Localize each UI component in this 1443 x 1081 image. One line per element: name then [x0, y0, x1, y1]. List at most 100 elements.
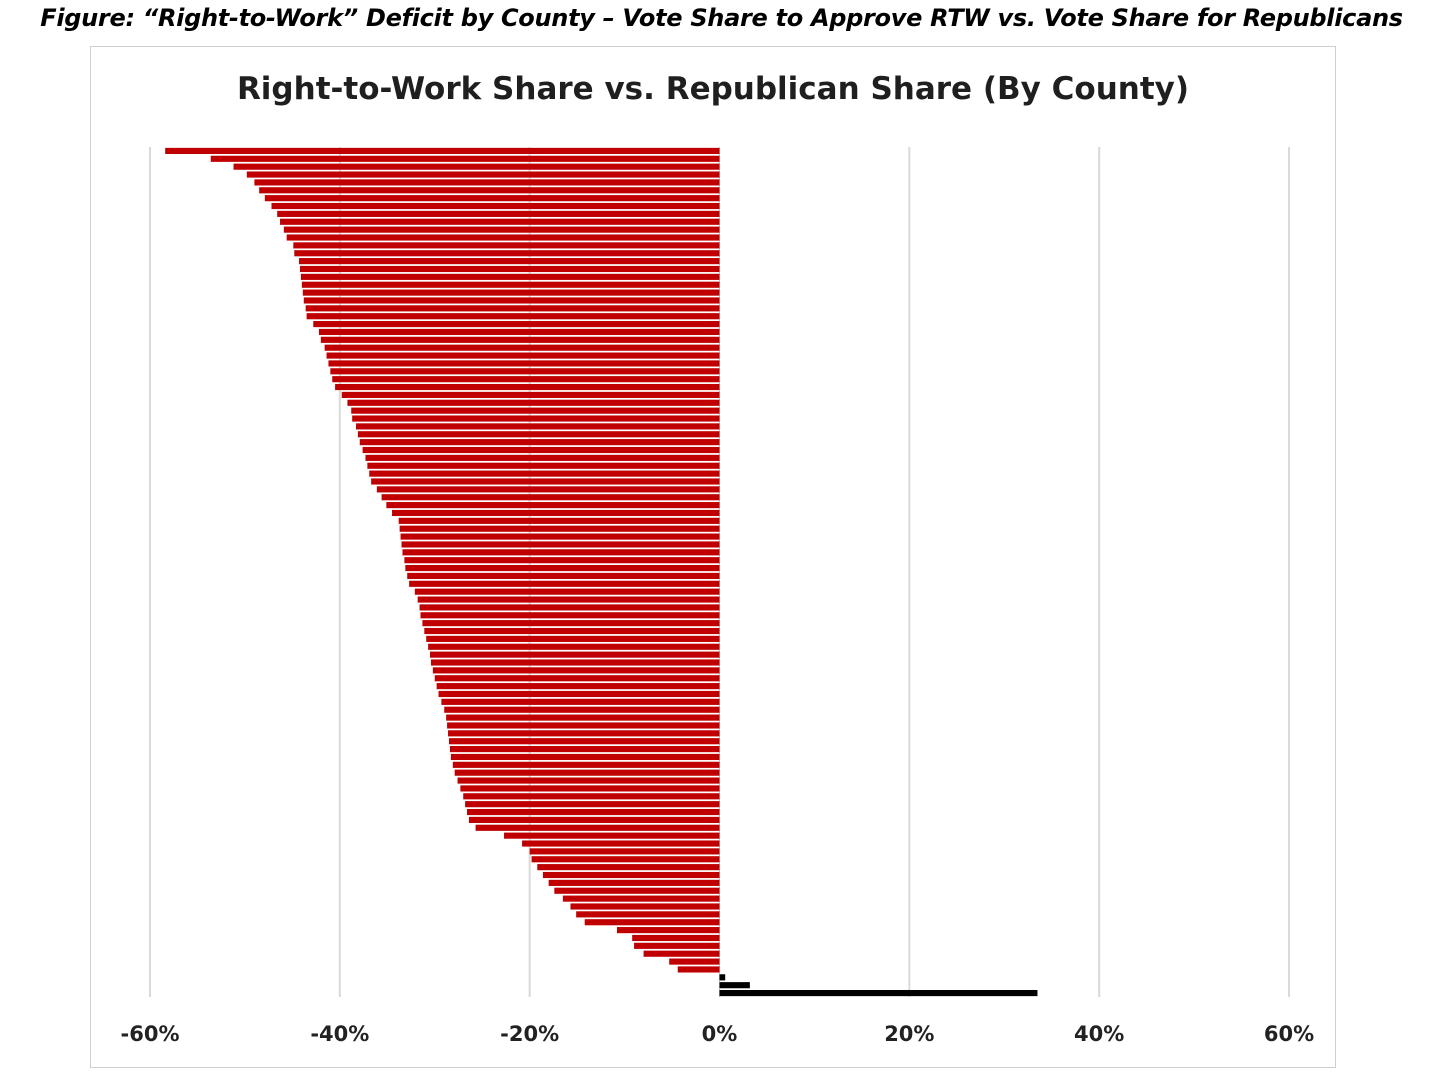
county-bar [405, 564, 720, 572]
county-bar [430, 651, 720, 658]
county-bar [398, 517, 720, 524]
county-bar [436, 683, 720, 690]
chart-title: Right-to-Work Share vs. Republican Share… [236, 71, 1190, 107]
county-bar [584, 919, 720, 926]
county-bar [467, 808, 720, 816]
county-bar [324, 344, 720, 351]
county-bar [419, 604, 720, 611]
county-bar [341, 391, 720, 398]
county-bar [352, 415, 720, 422]
county-bar [414, 588, 720, 595]
county-bar [719, 982, 750, 989]
x-tick-labels: -60% -40% -20% 0% 20% 40% 60% [121, 1022, 1315, 1046]
x-tick-label: 40% [1074, 1022, 1124, 1046]
county-bar [313, 321, 720, 328]
county-bar [320, 336, 720, 343]
county-bar [531, 856, 720, 863]
county-bar [402, 549, 720, 556]
county-bar [277, 210, 720, 217]
county-bar [450, 753, 720, 761]
x-tick-label: -20% [500, 1022, 559, 1046]
county-bar [369, 470, 720, 477]
county-bar [463, 793, 720, 800]
county-bar [438, 690, 720, 698]
county-bar [400, 533, 720, 540]
county-bar [365, 454, 720, 461]
county-bar [434, 675, 720, 682]
county-bar [332, 376, 720, 383]
county-bar [432, 667, 720, 674]
county-bar [632, 934, 720, 942]
x-tick-label: 0% [702, 1022, 738, 1046]
county-bar [299, 258, 720, 265]
x-tick-label: -60% [121, 1022, 180, 1046]
county-bar [454, 769, 720, 776]
county-bar [294, 250, 720, 257]
county-bar [444, 706, 720, 713]
county-bar [465, 801, 720, 808]
county-bar [570, 903, 720, 910]
county-bar [254, 179, 720, 186]
county-bar [409, 580, 720, 587]
county-bar [643, 950, 720, 957]
county-bar [335, 383, 720, 391]
county-bar [246, 171, 720, 178]
county-bar [359, 439, 720, 446]
county-bar [719, 989, 1038, 997]
county-bar [449, 746, 720, 753]
county-bar [328, 360, 720, 367]
county-bar [347, 399, 720, 406]
county-bar [422, 620, 720, 627]
county-bar [293, 242, 720, 249]
x-tick-label: -40% [310, 1022, 369, 1046]
county-bar [468, 816, 720, 823]
county-bar [460, 785, 720, 792]
county-bar [669, 958, 720, 965]
county-bar [634, 942, 720, 949]
county-bar [371, 478, 720, 485]
county-bar [302, 289, 720, 296]
county-bar [286, 234, 720, 241]
county-bar [420, 612, 720, 619]
county-bar [576, 911, 720, 918]
county-bar [264, 195, 720, 202]
county-bar [448, 730, 720, 737]
county-bar [401, 541, 720, 548]
county-bar [475, 824, 720, 831]
county-bar [259, 187, 720, 194]
county-bar [283, 226, 720, 233]
county-bar [165, 147, 720, 155]
county-bar [616, 927, 720, 934]
county-bar [303, 297, 720, 304]
county-bar [300, 273, 720, 280]
county-bar [386, 502, 720, 509]
county-bar [417, 596, 720, 603]
county-bar [399, 525, 720, 532]
county-bar [441, 698, 720, 705]
county-bar [428, 643, 720, 650]
county-bar [537, 864, 720, 871]
county-bar [504, 832, 720, 839]
county-bar [330, 368, 720, 375]
county-bar [326, 352, 720, 359]
county-bar [404, 557, 720, 564]
county-bar [548, 879, 720, 886]
county-bar [457, 777, 720, 784]
county-bar [367, 462, 720, 469]
county-bar [542, 871, 720, 879]
county-bar [554, 887, 720, 894]
county-bar [529, 848, 720, 855]
bar-chart: -60% -40% -20% 0% 20% 40% 60% [121, 147, 1315, 1046]
county-bar [407, 572, 720, 580]
county-bar [452, 761, 720, 768]
county-bar [426, 635, 720, 642]
county-bar [301, 281, 720, 288]
county-bar [357, 431, 720, 438]
county-bar [305, 305, 720, 312]
county-bar [447, 722, 720, 729]
county-bar [376, 486, 720, 493]
county-bar [355, 423, 720, 430]
chart-frame: Right-to-Work Share vs. Republican Share… [90, 46, 1336, 1068]
county-bar [210, 155, 720, 162]
bars [165, 147, 1038, 997]
